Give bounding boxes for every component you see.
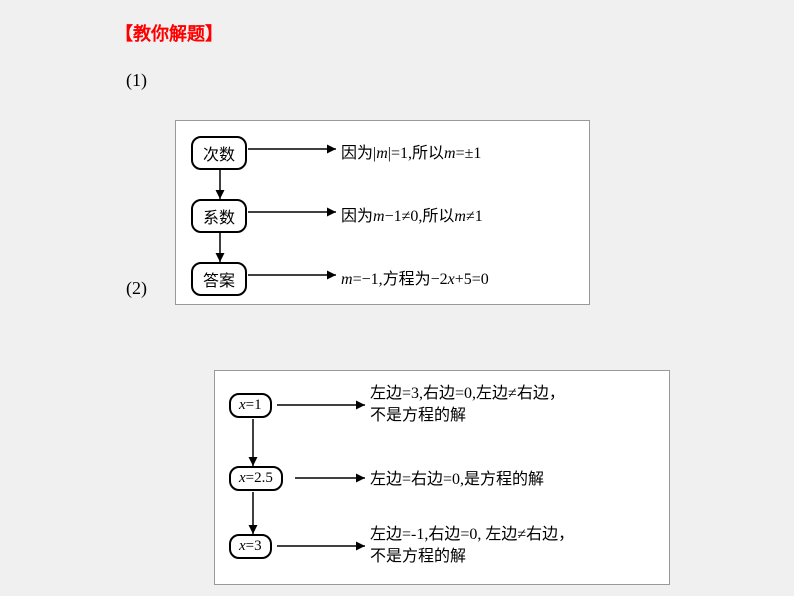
flow-text-t1: 因为|m|=1,所以m=±1 [341, 139, 481, 163]
flow-node-n3: 答案 [191, 262, 247, 296]
flow-text-u1: 左边=3,右边=0,左边≠右边，不是方程的解 [370, 383, 565, 428]
flow-node-n1: 次数 [191, 136, 247, 170]
label-1: (1) [126, 70, 147, 91]
flow-text-t2: 因为m−1≠0,所以m≠1 [341, 202, 483, 226]
flow-text-u2: 左边=右边=0,是方程的解 [370, 469, 544, 491]
label-2: (2) [126, 278, 147, 299]
flow-node-n2: 系数 [191, 199, 247, 233]
flow-node-m3: x=3 [229, 534, 272, 559]
diagram-1: 次数系数答案 因为|m|=1,所以m=±1 因为m−1≠0,所以m≠1 m=−1,方… [175, 120, 590, 305]
flow-text-u3: 左边=-1,右边=0, 左边≠右边，不是方程的解 [370, 524, 574, 569]
flow-text-t3: m=−1,方程为−2x+5=0 [341, 265, 489, 289]
flow-node-m2: x=2.5 [229, 466, 283, 491]
section-header: 【教你解题】 [115, 20, 223, 46]
flow-node-m1: x=1 [229, 393, 272, 418]
diagram-2: x=1 x=2.5 x=3 左边=3,右边=0,左边≠右边，不是方程的解左边=右边=… [214, 370, 670, 585]
